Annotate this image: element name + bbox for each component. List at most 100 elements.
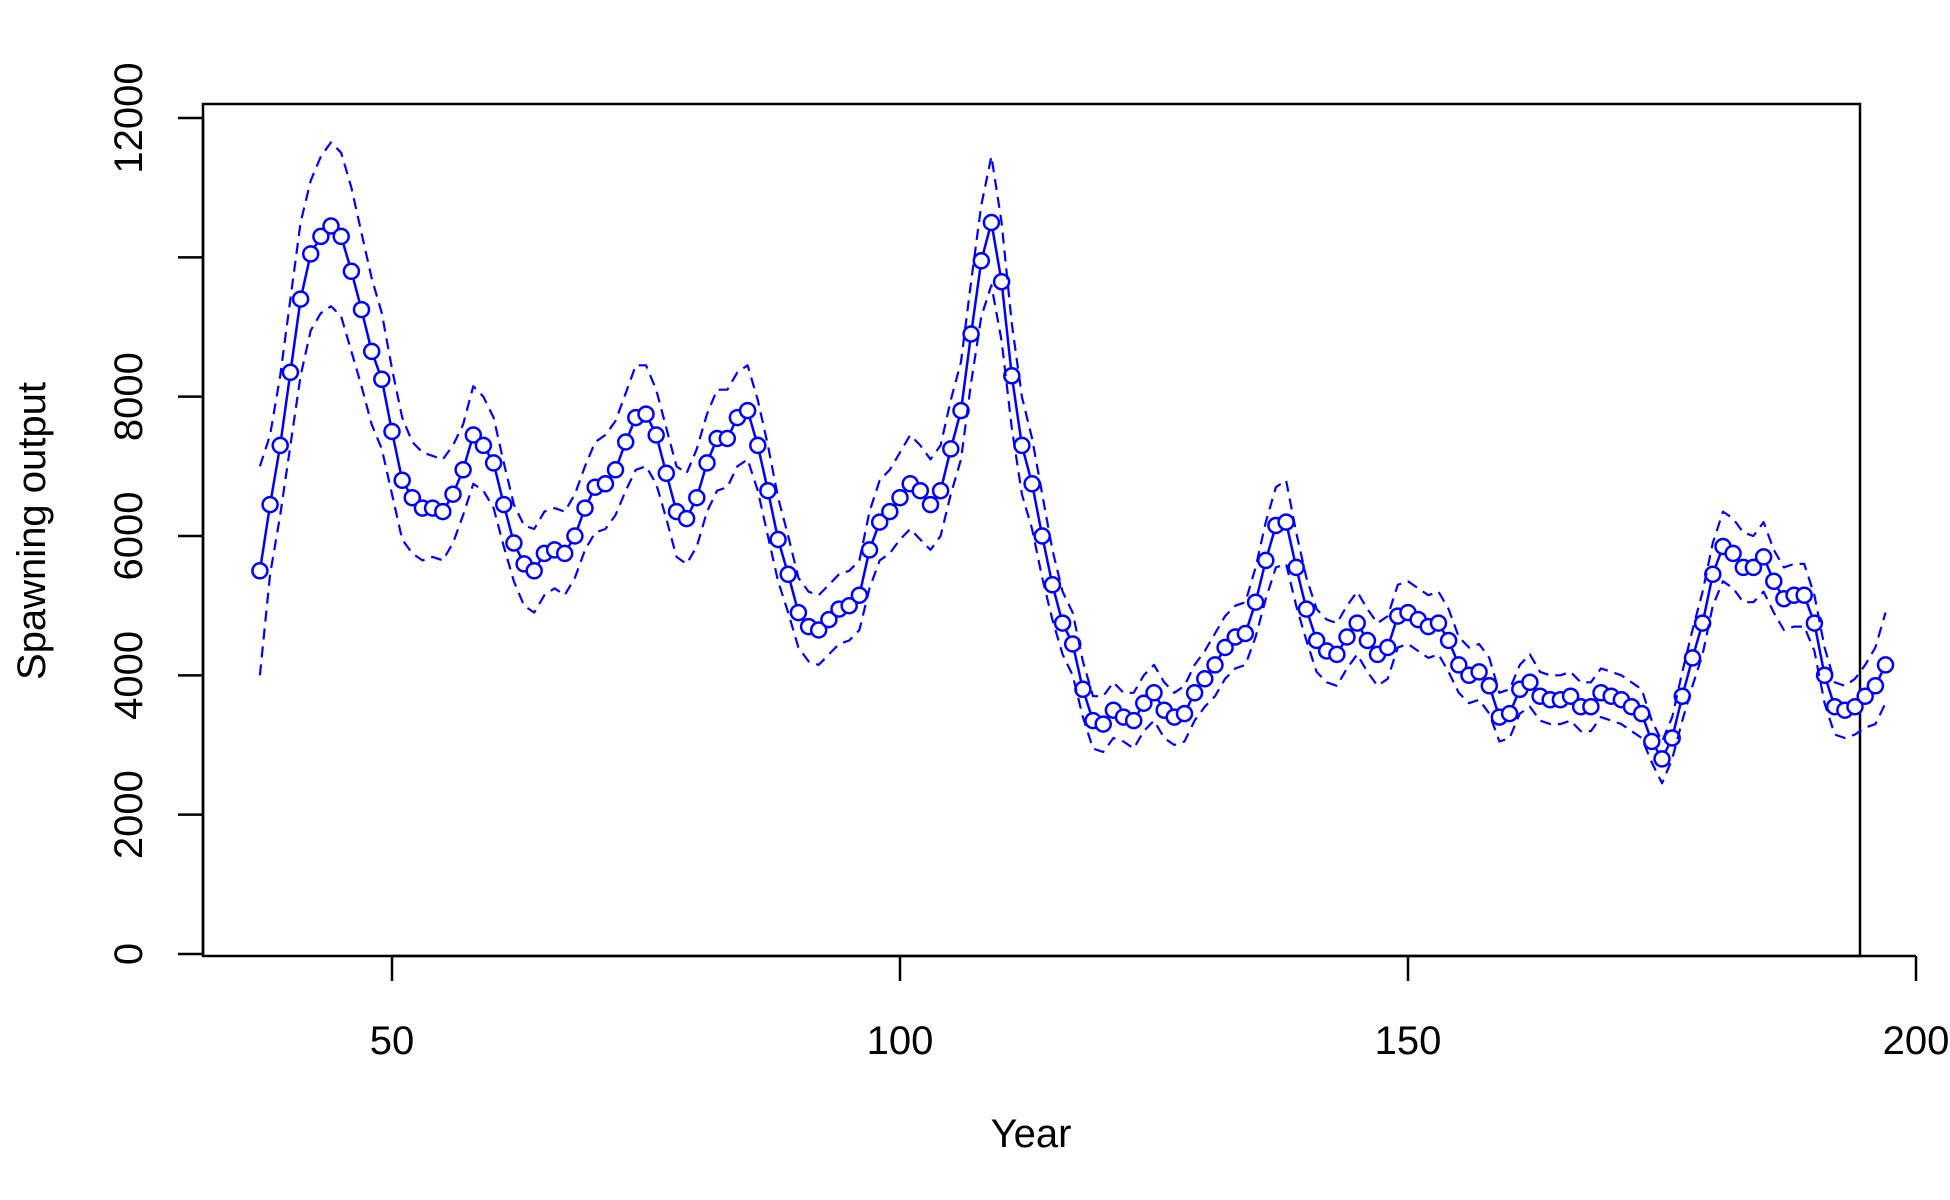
estimate-point xyxy=(1429,614,1448,632)
estimate-point xyxy=(1338,628,1356,646)
estimate-point xyxy=(1856,687,1874,705)
estimate-point xyxy=(1450,656,1468,674)
estimate-point xyxy=(1216,638,1234,657)
estimate-point xyxy=(484,454,503,472)
estimate-point xyxy=(718,429,737,448)
lower-interval-line xyxy=(258,284,1887,785)
estimate-point xyxy=(1297,600,1316,618)
estimate-point xyxy=(1328,645,1346,664)
estimate-point xyxy=(322,217,340,235)
estimate-point xyxy=(342,262,361,281)
estimate-point xyxy=(1521,673,1539,692)
estimate-point xyxy=(555,544,574,563)
estimate-point xyxy=(1175,704,1194,723)
estimate-point xyxy=(1724,544,1742,563)
estimate-point xyxy=(1053,614,1072,632)
estimate-point xyxy=(1480,677,1499,695)
estimate-point xyxy=(1145,684,1163,702)
y-tick-label: 6000 xyxy=(107,492,151,581)
estimate-point xyxy=(1632,704,1651,723)
estimate-point xyxy=(1876,656,1895,674)
estimate-point xyxy=(881,502,899,521)
estimate-point xyxy=(576,499,594,517)
estimate-point xyxy=(911,481,930,500)
estimate-point xyxy=(1866,677,1885,695)
estimate-point xyxy=(749,436,767,455)
estimate-point xyxy=(1185,684,1204,702)
estimate-point xyxy=(779,565,797,584)
estimate-line xyxy=(258,221,1887,761)
x-tick-label: 150 xyxy=(1375,1019,1442,1063)
estimate-point xyxy=(992,272,1011,291)
estimate-point xyxy=(1236,624,1255,643)
estimate-point xyxy=(1693,614,1712,632)
estimate-point xyxy=(1582,697,1600,716)
estimate-point xyxy=(1094,715,1112,733)
series-layer xyxy=(251,141,1895,785)
y-axis: 0 2000 4000 6000 8000 12000 xyxy=(107,62,205,965)
estimate-point xyxy=(1196,670,1214,688)
estimate-point xyxy=(982,213,1001,232)
estimate-point xyxy=(444,485,462,503)
estimate-point xyxy=(637,405,655,423)
estimate-point xyxy=(1765,572,1783,591)
estimate-point xyxy=(1815,666,1834,685)
estimate-point xyxy=(1470,663,1488,681)
estimate-point xyxy=(1074,680,1092,699)
estimate-point xyxy=(1795,586,1813,604)
estimate-point xyxy=(891,488,909,507)
estimate-point xyxy=(464,426,483,444)
upper-interval-line xyxy=(258,141,1887,743)
estimate-point xyxy=(860,541,879,559)
estimate-point xyxy=(505,534,523,552)
estimate-point xyxy=(1348,614,1366,632)
estimate-point xyxy=(291,290,310,308)
x-axis: 50 100 150 200 xyxy=(370,954,1949,1063)
estimate-point xyxy=(393,471,411,490)
estimate-point xyxy=(738,401,757,420)
estimate-point xyxy=(373,370,391,389)
estimate-point xyxy=(1643,732,1661,751)
estimate-point xyxy=(1846,697,1864,716)
estimate-point xyxy=(1287,558,1305,577)
estimate-point xyxy=(942,440,960,458)
estimate-point xyxy=(403,488,422,507)
y-tick-label: 2000 xyxy=(107,770,151,859)
estimate-point xyxy=(1439,631,1458,650)
y-tick-label: 12000 xyxy=(107,62,151,173)
estimate-point xyxy=(362,342,381,361)
estimate-point xyxy=(1246,593,1265,611)
estimate-point xyxy=(1013,436,1031,455)
estimate-point xyxy=(1307,631,1326,650)
estimate-point xyxy=(769,530,787,549)
estimate-point xyxy=(352,300,371,319)
estimate-point xyxy=(1043,576,1062,594)
estimate-point xyxy=(616,433,635,451)
estimate-point xyxy=(281,363,300,382)
y-tick-label: 8000 xyxy=(107,352,151,441)
estimate-point xyxy=(301,245,320,263)
estimate-point xyxy=(809,621,828,639)
estimate-point xyxy=(1124,711,1143,730)
y-axis-label: Spawning output xyxy=(10,382,54,680)
x-tick-label: 50 xyxy=(370,1019,415,1063)
estimate-point xyxy=(972,252,991,270)
estimate-point xyxy=(312,227,330,246)
estimate-point xyxy=(850,586,869,604)
estimate-point xyxy=(698,454,716,472)
estimate-point xyxy=(1744,558,1763,577)
estimate-point xyxy=(1135,694,1153,712)
estimate-point xyxy=(525,562,543,580)
estimate-point xyxy=(495,495,513,514)
estimate-point xyxy=(931,481,950,500)
estimate-point xyxy=(820,610,838,629)
estimate-point xyxy=(434,502,452,521)
estimate-point xyxy=(759,481,777,500)
estimate-point xyxy=(677,509,696,528)
x-axis-label: Year xyxy=(991,1112,1072,1156)
estimate-point xyxy=(789,603,808,622)
estimate-point xyxy=(1277,513,1295,531)
estimate-point xyxy=(840,596,858,615)
estimate-point xyxy=(962,325,980,343)
